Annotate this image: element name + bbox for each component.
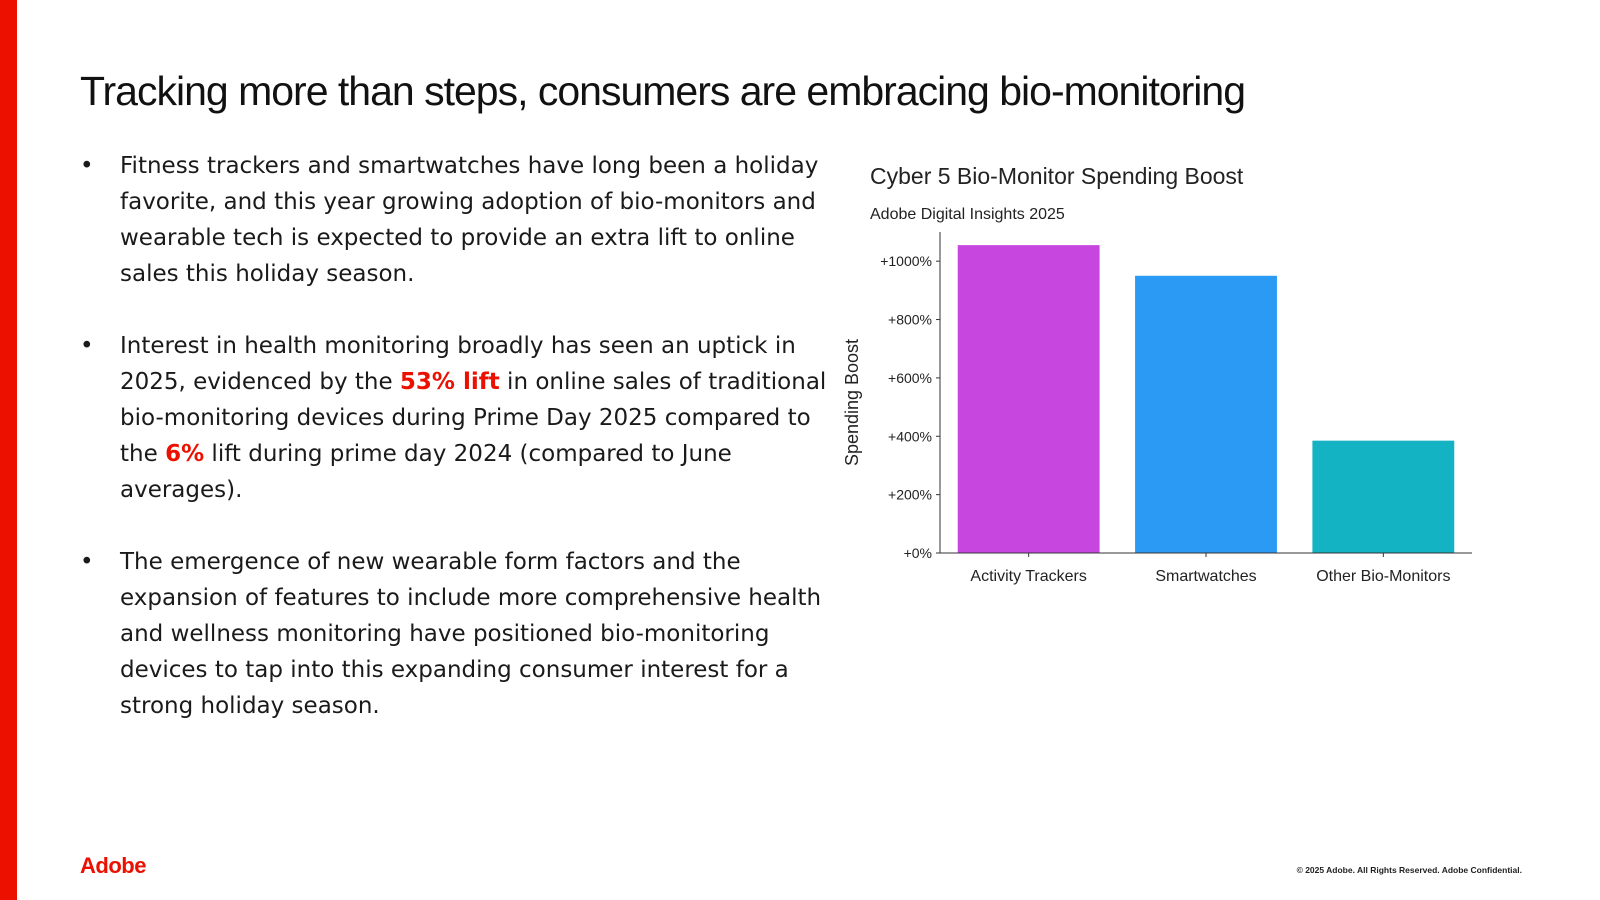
x-tick-label: Smartwatches [1155,568,1256,585]
bar-smartwatches [1135,275,1277,553]
x-tick-label: Activity Trackers [970,568,1086,585]
bullet-text: The emergence of new wearable form facto… [120,549,822,719]
chart-title: Cyber 5 Bio-Monitor Spending Boost [870,163,1244,189]
bullet-list: • Fitness trackers and smartwatches have… [80,148,840,760]
y-tick-label: +1000% [880,253,932,269]
y-tick-label: +600% [888,370,932,386]
highlight-stat: 6% [165,441,205,467]
x-tick-label: Other Bio-Monitors [1316,568,1450,585]
bullet-item: • The emergence of new wearable form fac… [80,544,840,724]
y-tick-label: +200% [888,487,932,503]
bullet-marker: • [80,333,94,359]
highlight-stat: 53% lift [399,369,500,395]
bars-group [957,245,1455,553]
bullet-text: Fitness trackers and smartwatches have l… [120,153,819,287]
bullet-marker: • [80,549,94,575]
y-axis-label: Spending Boost [842,339,862,466]
bullet-marker: • [80,153,94,179]
y-tick-label: +0% [904,545,932,561]
x-ticks-group: Activity Trackers Smartwatches Other Bio-M… [970,553,1450,585]
y-tick-label: +400% [888,428,932,444]
accent-bar [0,0,17,900]
bullet-item: • Fitness trackers and smartwatches have… [80,148,840,292]
bar-activity-trackers [957,245,1100,553]
bullet-item: • Interest in health monitoring broadly … [80,328,840,508]
y-ticks-group: +0% +200% +400% +600% +800% +1000% [880,253,940,561]
copyright-text: © 2025 Adobe. All Rights Reserved. Adobe… [1296,865,1522,875]
bullet-text: Interest in health monitoring broadly ha… [120,333,796,395]
bar-other-bio-monitors [1312,440,1455,553]
bar-chart: Cyber 5 Bio-Monitor Spending Boost Adobe… [840,150,1520,610]
bullet-text: in online sales of traditional bio-monit… [120,369,827,467]
chart-subtitle: Adobe Digital Insights 2025 [870,206,1065,223]
adobe-logo: Adobe [80,853,146,878]
slide-title: Tracking more than steps, consumers are … [80,68,1246,114]
y-tick-label: +800% [888,312,932,328]
chart-canvas: Cyber 5 Bio-Monitor Spending Boost Adobe… [842,163,1472,585]
bullet-text: lift during prime day 2024 (compared to … [120,441,732,503]
